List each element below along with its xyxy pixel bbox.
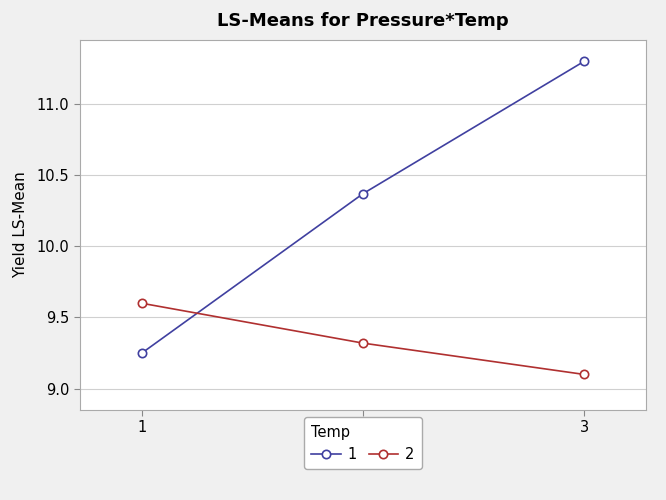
1 <box>138 350 146 356</box>
Line: 2: 2 <box>138 299 588 378</box>
Legend: 1, 2: 1, 2 <box>304 418 422 470</box>
2 <box>359 340 367 346</box>
Y-axis label: Yield LS-Mean: Yield LS-Mean <box>13 172 29 278</box>
X-axis label: Pressure: Pressure <box>330 444 396 459</box>
2 <box>138 300 146 306</box>
Line: 1: 1 <box>138 57 588 357</box>
1 <box>359 190 367 196</box>
1 <box>580 58 588 64</box>
Title: LS-Means for Pressure*Temp: LS-Means for Pressure*Temp <box>217 12 509 30</box>
2 <box>580 372 588 378</box>
